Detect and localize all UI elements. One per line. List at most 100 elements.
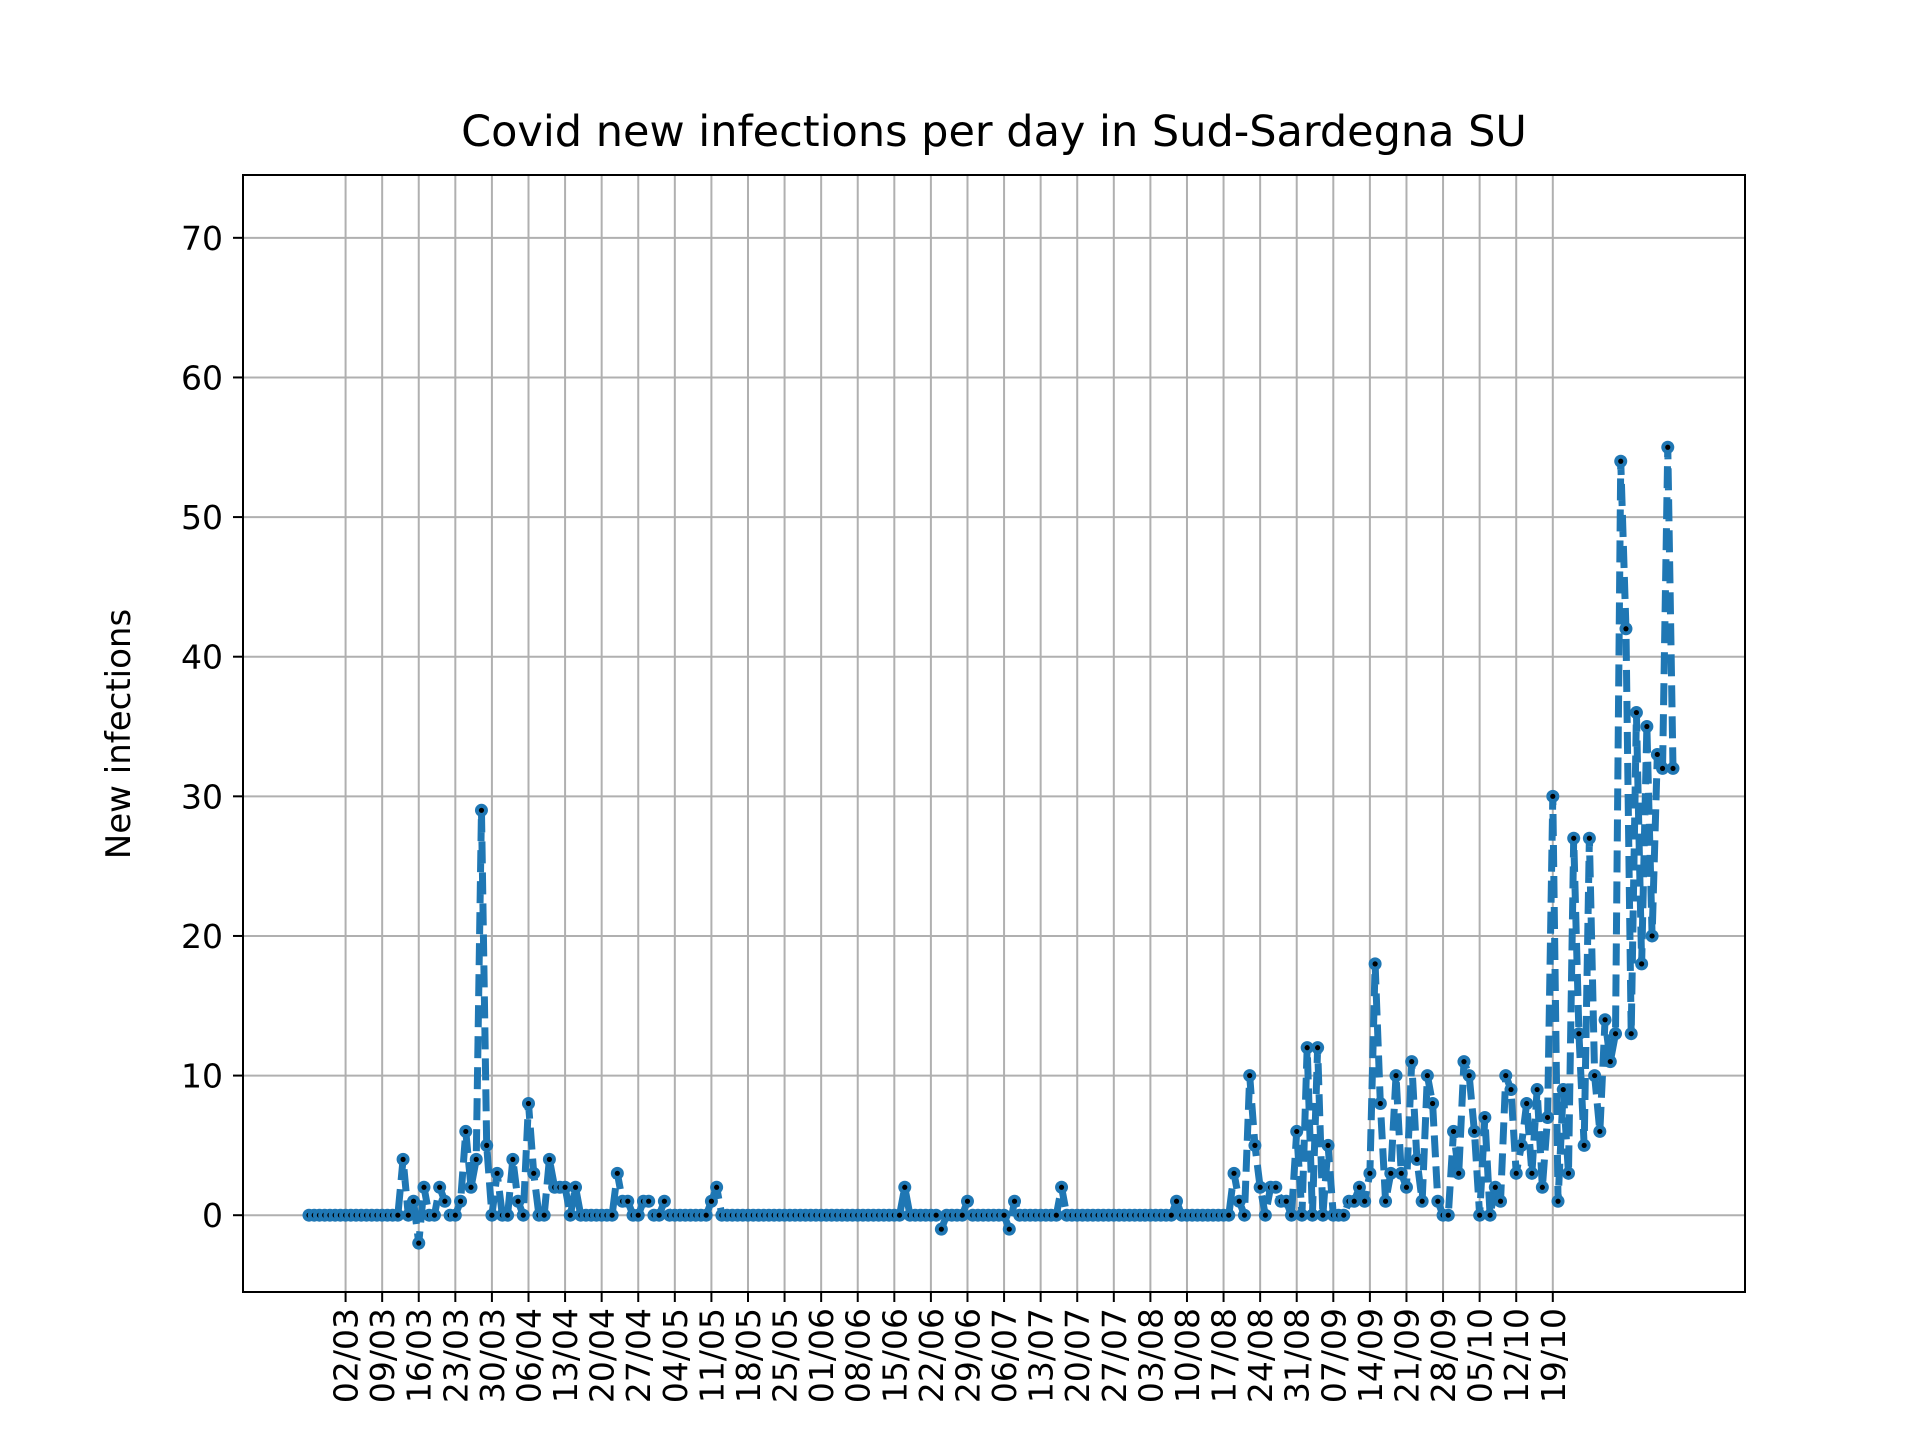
data-point (1614, 454, 1628, 468)
x-tick-label: 10/08 (1168, 1308, 1207, 1403)
x-tick-label: 04/05 (656, 1308, 695, 1403)
data-point-center (1539, 1184, 1545, 1190)
data-point (1352, 1180, 1366, 1194)
data-point (464, 1180, 478, 1194)
data-point-center (400, 1156, 406, 1162)
data-point-center (1518, 1142, 1525, 1148)
data-point (1347, 1194, 1361, 1208)
data-point-center (1252, 1142, 1258, 1148)
data-point-center (1362, 1198, 1368, 1204)
data-point (1222, 1208, 1236, 1222)
data-point (1300, 1041, 1314, 1055)
x-tick-label: 23/03 (436, 1308, 475, 1403)
data-point-center (531, 1170, 537, 1176)
data-point-center (1299, 1212, 1305, 1218)
data-point (427, 1208, 441, 1222)
data-point (537, 1208, 551, 1222)
x-axis: 02/0309/0316/0323/0330/0306/0413/0420/04… (327, 1292, 1573, 1403)
data-point-center (1508, 1086, 1514, 1093)
data-point-center (1058, 1184, 1065, 1190)
data-point-center (478, 807, 485, 813)
data-point-center (1644, 723, 1650, 730)
data-point-center (1665, 444, 1671, 450)
data-point-center (933, 1212, 939, 1218)
data-point-center (489, 1212, 495, 1218)
x-tick-label: 06/07 (985, 1308, 1024, 1403)
data-point-center (437, 1184, 443, 1190)
data-point (710, 1180, 724, 1194)
data-point (1520, 1097, 1534, 1111)
data-point-center (442, 1198, 448, 1204)
data-point (1164, 1208, 1178, 1222)
data-point (401, 1208, 415, 1222)
data-point-center (1257, 1184, 1263, 1190)
data-point (960, 1194, 974, 1208)
data-point (1582, 831, 1596, 845)
data-point (1358, 1194, 1372, 1208)
data-point (1170, 1194, 1184, 1208)
data-point (955, 1208, 969, 1222)
data-point (1609, 1027, 1623, 1041)
chart-title: Covid new infections per day in Sud-Sard… (461, 107, 1527, 157)
data-point-center (703, 1212, 709, 1218)
data-point-center (1372, 961, 1378, 967)
data-point (1525, 1166, 1539, 1180)
data-point-center (1477, 1212, 1483, 1218)
x-tick-label: 09/03 (363, 1308, 402, 1403)
data-point (417, 1180, 431, 1194)
data-point-center (1571, 835, 1577, 841)
data-point-center (546, 1156, 552, 1162)
data-point (448, 1208, 462, 1222)
data-point-center (1471, 1128, 1478, 1135)
data-point-center (421, 1184, 427, 1190)
data-point-center (1544, 1114, 1551, 1121)
data-point (1295, 1208, 1309, 1222)
data-point-center (452, 1212, 458, 1218)
data-point (1279, 1194, 1293, 1208)
data-point (1541, 1110, 1555, 1124)
data-point (569, 1180, 583, 1194)
x-tick-label: 19/10 (1534, 1308, 1573, 1403)
data-point (1337, 1208, 1351, 1222)
data-point-center (1618, 458, 1624, 464)
data-point (1640, 720, 1654, 734)
data-point (1650, 747, 1664, 761)
data-point-center (1654, 751, 1660, 758)
data-point (1603, 1055, 1617, 1069)
data-point (480, 1138, 494, 1152)
data-point (1619, 622, 1633, 636)
data-point (997, 1208, 1011, 1222)
data-point (1305, 1208, 1319, 1222)
data-point (407, 1194, 421, 1208)
data-point-center (1398, 1170, 1404, 1176)
data-point (1379, 1194, 1393, 1208)
x-tick-label: 30/03 (473, 1308, 512, 1403)
data-point (563, 1208, 577, 1222)
data-point (1055, 1180, 1069, 1194)
y-tick-label: 50 (181, 498, 223, 537)
data-point-center (484, 1142, 490, 1148)
data-point (1253, 1180, 1267, 1194)
data-point (1467, 1124, 1481, 1138)
data-point-center (1524, 1100, 1530, 1107)
data-point-center (708, 1198, 715, 1204)
data-point-center (520, 1212, 526, 1218)
data-point-center (431, 1212, 438, 1218)
data-point-center (1304, 1045, 1310, 1051)
data-point (1420, 1069, 1434, 1083)
data-point-center (1309, 1212, 1316, 1218)
data-point-center (1377, 1100, 1383, 1107)
data-point (1624, 1027, 1638, 1041)
y-tick-label: 0 (202, 1196, 223, 1235)
data-point (459, 1124, 473, 1138)
x-tick-label: 12/10 (1497, 1308, 1536, 1403)
x-tick-label: 13/07 (1022, 1308, 1061, 1403)
data-point-center (902, 1184, 908, 1190)
data-point (1290, 1124, 1304, 1138)
series-layer (302, 440, 1680, 1250)
data-point (1661, 440, 1675, 454)
data-point-center (468, 1184, 474, 1190)
data-point (699, 1208, 713, 1222)
data-point (929, 1208, 943, 1222)
